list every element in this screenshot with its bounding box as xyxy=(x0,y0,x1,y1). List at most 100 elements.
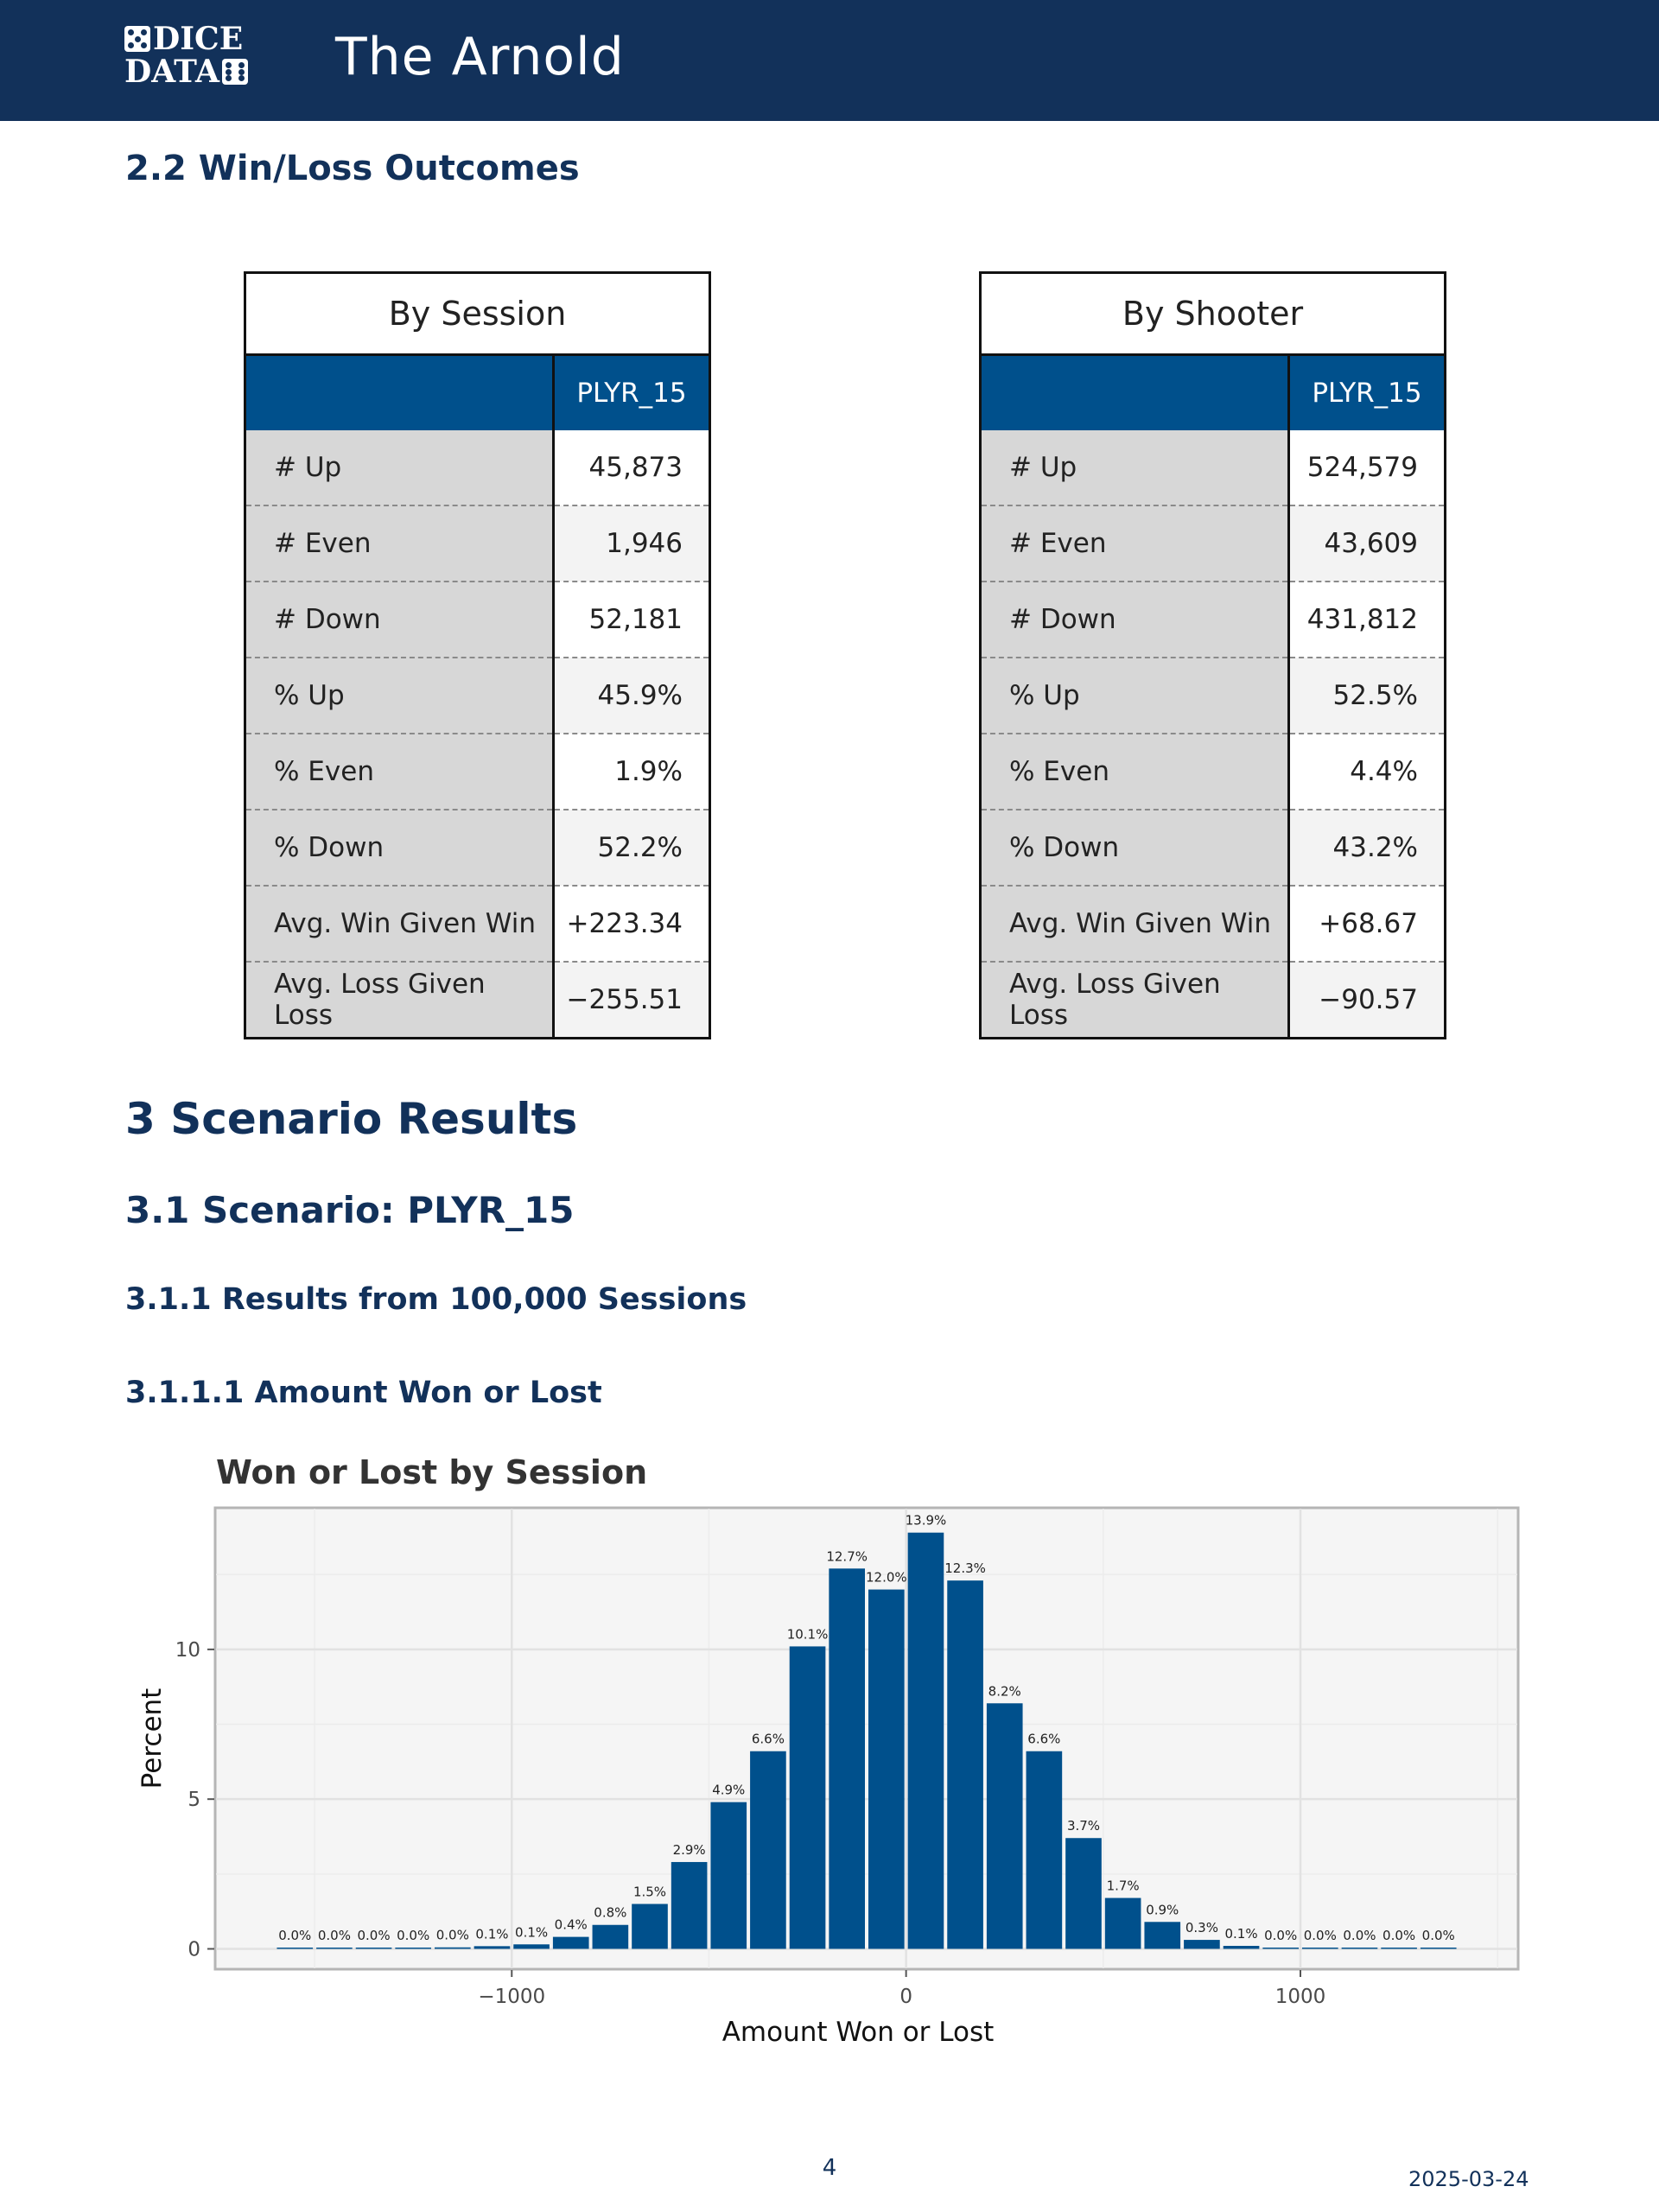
row-label: Avg. Loss Given Loss xyxy=(979,962,1290,1039)
table-row: Avg. Loss Given Loss −255.51 xyxy=(244,962,711,1039)
row-value: +223.34 xyxy=(553,886,711,963)
page-header: DICE DATA The Arnold xyxy=(0,0,1659,121)
section-heading-3: 3 Scenario Results xyxy=(125,1094,578,1144)
bar-value-label: 3.7% xyxy=(1067,1818,1100,1834)
row-value: 52.5% xyxy=(1288,658,1446,734)
histogram-bar xyxy=(1341,1947,1378,1949)
histogram-bar xyxy=(552,1936,589,1949)
bar-value-label: 0.0% xyxy=(1343,1928,1376,1943)
histogram-bar xyxy=(355,1947,392,1949)
row-label: % Down xyxy=(244,810,555,887)
x-tick-label: −1000 xyxy=(478,1986,545,2008)
histogram-bar xyxy=(829,1568,865,1949)
chart-panel xyxy=(213,1506,1520,1971)
row-value: 524,579 xyxy=(1288,430,1446,506)
bar-value-label: 0.9% xyxy=(1146,1902,1179,1917)
dice-data-logo: DICE DATA xyxy=(124,22,263,90)
table-row: Avg. Loss Given Loss −90.57 xyxy=(979,962,1446,1039)
table-row: % Up 45.9% xyxy=(244,658,711,734)
by-shooter-table: By Shooter PLYR_15 # Up 524,579 # Even 43,… xyxy=(979,271,1446,1039)
row-value: 1,946 xyxy=(553,505,711,582)
bar-value-label: 0.1% xyxy=(475,1926,508,1942)
histogram-bar xyxy=(435,1947,471,1949)
logo-text-data: DATA xyxy=(124,54,219,90)
histogram-bar xyxy=(750,1751,786,1949)
section-heading-2-2: 2.2 Win/Loss Outcomes xyxy=(125,149,580,188)
row-value: 4.4% xyxy=(1288,734,1446,810)
table-column-header: PLYR_15 xyxy=(1288,354,1446,430)
table-row: Avg. Win Given Win +68.67 xyxy=(979,886,1446,963)
histogram-bar xyxy=(513,1944,550,1949)
histogram-bar xyxy=(986,1703,1023,1949)
table-row: % Down 52.2% xyxy=(244,810,711,887)
chart-bars xyxy=(276,1532,1457,1949)
histogram-bar xyxy=(1262,1947,1299,1949)
histogram-bar xyxy=(276,1947,314,1949)
row-label: # Even xyxy=(244,505,555,582)
histogram-bar xyxy=(1065,1838,1102,1949)
table-row: # Down 52,181 xyxy=(244,582,711,658)
table-caption: By Shooter xyxy=(979,271,1446,356)
histogram-bar xyxy=(592,1924,629,1949)
histogram-bar xyxy=(947,1580,983,1949)
row-value: 52.2% xyxy=(553,810,711,887)
bar-value-label: 8.2% xyxy=(988,1683,1021,1699)
histogram-bar xyxy=(789,1646,826,1949)
table-row: # Up 524,579 xyxy=(979,430,1446,506)
row-label: Avg. Loss Given Loss xyxy=(244,962,555,1039)
x-axis-label: Amount Won or Lost xyxy=(722,2017,995,2048)
bar-value-label: 12.7% xyxy=(826,1548,868,1564)
histogram-bar xyxy=(710,1802,747,1949)
logo-line-top: DICE xyxy=(124,22,243,55)
histogram-bar xyxy=(1026,1751,1063,1949)
row-label: % Even xyxy=(244,734,555,810)
row-value: −255.51 xyxy=(553,962,711,1039)
row-value: 45,873 xyxy=(553,430,711,506)
y-tick-label: 10 xyxy=(175,1639,200,1662)
row-value: 43,609 xyxy=(1288,505,1446,582)
row-value: +68.67 xyxy=(1288,886,1446,963)
histogram-bar xyxy=(395,1947,431,1949)
row-label: # Up xyxy=(244,430,555,506)
table-header-blank xyxy=(244,354,555,430)
table-row: # Down 431,812 xyxy=(979,582,1446,658)
bar-value-label: 13.9% xyxy=(906,1513,947,1529)
bar-value-label: 0.8% xyxy=(594,1905,626,1921)
row-label: % Down xyxy=(979,810,1290,887)
row-label: % Up xyxy=(244,658,555,734)
bar-value-label: 0.0% xyxy=(1304,1928,1337,1943)
bar-value-label: 0.0% xyxy=(278,1928,311,1943)
die-icon xyxy=(221,59,248,85)
table-row: Avg. Win Given Win +223.34 xyxy=(244,886,711,963)
bar-value-label: 0.0% xyxy=(1264,1928,1297,1943)
bar-value-label: 0.0% xyxy=(357,1928,390,1943)
row-label: # Down xyxy=(244,582,555,658)
bar-value-label: 0.3% xyxy=(1185,1920,1218,1936)
bar-value-label: 0.0% xyxy=(436,1928,469,1943)
table-column-header: PLYR_15 xyxy=(553,354,711,430)
x-tick-label: 1000 xyxy=(1275,1986,1326,2008)
histogram-bar xyxy=(632,1904,668,1949)
table-caption: By Session xyxy=(244,271,711,356)
section-heading-3-1-1: 3.1.1 Results from 100,000 Sessions xyxy=(125,1282,747,1317)
row-label: Avg. Win Given Win xyxy=(979,886,1290,963)
histogram-bar xyxy=(316,1947,353,1949)
bar-value-label: 1.7% xyxy=(1107,1878,1140,1894)
histogram-bar xyxy=(1223,1946,1260,1949)
section-heading-3-1-1-1: 3.1.1.1 Amount Won or Lost xyxy=(125,1376,602,1410)
histogram-bar xyxy=(671,1861,708,1949)
row-label: # Even xyxy=(979,505,1290,582)
histogram-bar xyxy=(1144,1922,1181,1949)
bar-value-label: 0.4% xyxy=(555,1917,588,1933)
bar-value-label: 0.1% xyxy=(1224,1926,1257,1942)
histogram-bar xyxy=(868,1589,905,1949)
histogram-bar xyxy=(1104,1897,1141,1949)
document-title: The Arnold xyxy=(335,27,625,87)
die-icon xyxy=(124,26,150,52)
row-label: Avg. Win Given Win xyxy=(244,886,555,963)
by-session-table: By Session PLYR_15 # Up 45,873 # Even 1,94… xyxy=(244,271,711,1039)
page-number: 4 xyxy=(822,2155,837,2181)
histogram-bar xyxy=(907,1532,944,1949)
bar-value-label: 1.5% xyxy=(633,1884,666,1899)
table-row: # Even 43,609 xyxy=(979,505,1446,582)
